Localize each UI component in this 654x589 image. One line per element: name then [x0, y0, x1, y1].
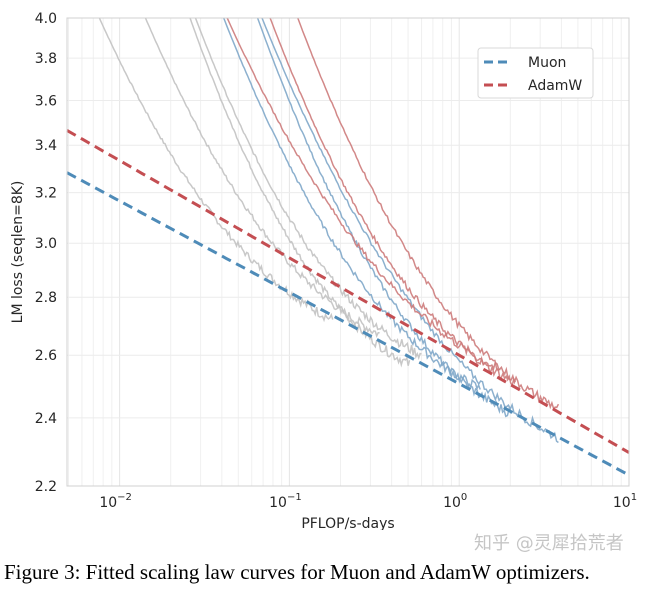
muon-fit-line: [66, 171, 630, 477]
y-tick-label: 3.4: [35, 138, 57, 154]
muon-run-curve: [223, 17, 481, 391]
y-tick-label: 4.0: [35, 11, 57, 27]
x-tick-exponent: −2: [117, 492, 132, 503]
y-tick-label: 3.2: [35, 186, 57, 202]
legend: Muon AdamW: [477, 47, 594, 99]
adamw-run-curve: [297, 17, 560, 410]
gray-run-curve: [144, 17, 380, 338]
y-tick-label: 2.6: [35, 348, 57, 364]
y-tick-label: 3.0: [35, 236, 57, 252]
figure-caption: Figure 3: Fitted scaling law curves for …: [4, 560, 590, 584]
legend-adamw-label: AdamW: [528, 78, 582, 94]
adamw-run-curve: [269, 17, 516, 388]
x-tick-base: 10: [99, 495, 117, 511]
fit-lines: [66, 129, 630, 477]
x-tick-label: 101: [613, 492, 637, 511]
x-tick-exponent: 0: [461, 492, 467, 503]
x-ticks: 10−2 10−1 100 101: [99, 492, 637, 511]
y-axis-label: LM loss (seqlen=8K): [10, 181, 26, 324]
x-tick-exponent: 1: [631, 492, 637, 503]
x-axis-label: PFLOP/s-days: [301, 516, 394, 530]
y-tick-label: 3.8: [35, 51, 57, 67]
gray-run-curve: [194, 17, 422, 361]
gray-run-curve: [98, 17, 334, 323]
scaling-law-chart: 2.22.42.62.83.03.23.43.63.84.0 10−2 10−1 1…: [10, 11, 637, 530]
training-runs: [98, 17, 560, 444]
y-tick-label: 2.4: [35, 411, 57, 427]
x-tick-label: 10−2: [99, 492, 132, 511]
x-tick-exponent: −1: [287, 492, 302, 503]
x-tick-base: 10: [443, 495, 461, 511]
legend-muon-label: Muon: [528, 55, 566, 71]
x-tick-label: 10−1: [269, 492, 302, 511]
y-ticks: 2.2 2.4 2.6 2.8 3.0 3.2 3.4 3.6 3.8 4.0: [35, 11, 57, 495]
x-tick-base: 10: [613, 495, 631, 511]
adamw-run-curve: [226, 17, 501, 371]
x-tick-label: 100: [443, 492, 467, 511]
y-tick-label: 3.6: [35, 93, 57, 109]
plot-frame: [66, 17, 630, 487]
watermark: 知乎 @灵犀拾荒者: [474, 533, 624, 554]
x-tick-base: 10: [269, 495, 287, 511]
y-tick-label: 2.2: [35, 479, 57, 495]
y-tick-label: 2.8: [35, 290, 57, 306]
gray-run-curve: [189, 17, 411, 368]
muon-run-curve: [256, 17, 513, 418]
adamw-fit-line: [66, 129, 630, 454]
muon-run-curve: [261, 17, 559, 444]
